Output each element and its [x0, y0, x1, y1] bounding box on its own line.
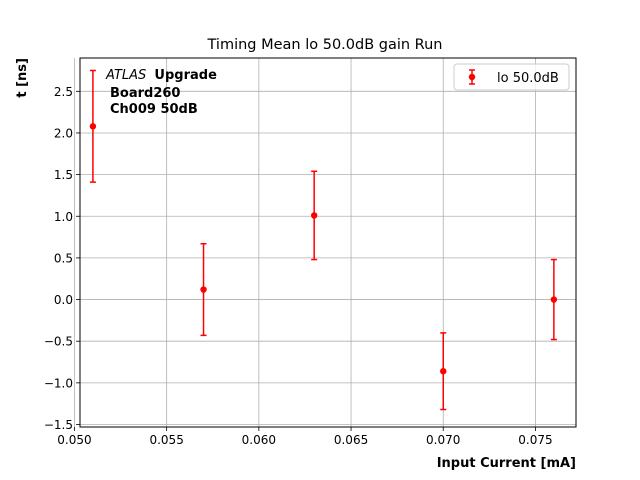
x-tick-label: 0.060 — [242, 433, 276, 447]
y-tick-label: 2.0 — [54, 126, 73, 140]
legend-label: lo 50.0dB — [497, 71, 559, 86]
y-tick-label: 1.0 — [54, 210, 73, 224]
x-axis-label: Input Current [mA] — [437, 456, 576, 471]
legend-marker — [468, 73, 476, 81]
data-point — [440, 367, 447, 375]
legend: lo 50.0dB — [453, 63, 570, 91]
annotation-experiment: ATLAS — [105, 68, 146, 83]
data-series — [89, 69, 558, 411]
data-point — [89, 123, 97, 130]
y-axis-label: t [ns] — [15, 58, 30, 98]
annotation-channel: Ch009 50dB — [110, 102, 198, 117]
x-tick-label: 0.070 — [426, 433, 460, 447]
x-tick-label: 0.075 — [518, 433, 552, 447]
y-tick-label: −1.5 — [44, 418, 73, 432]
x-tick-label: 0.055 — [149, 433, 183, 447]
legend-box — [453, 63, 570, 91]
y-tick-label: 2.5 — [54, 85, 73, 99]
y-tick-label: −1.0 — [44, 376, 73, 390]
x-tick-label: 0.065 — [334, 433, 368, 447]
grid — [74, 58, 576, 427]
data-point — [550, 296, 558, 303]
y-tick-label: 1.5 — [54, 168, 73, 182]
chart-title: Timing Mean lo 50.0dB gain Run — [207, 37, 443, 53]
annotation-tag: Upgrade — [154, 68, 217, 83]
data-point — [200, 286, 207, 293]
plot-frame — [79, 57, 577, 428]
axis-ticks: 0.050 0.055 0.060 0.065 0.070 0.075 −1.5 −1.0 −0… — [44, 85, 553, 447]
atlas-annotation: ATLAS Upgrade Board260 Ch009 50dB — [105, 68, 217, 117]
x-tick-label: 0.050 — [57, 433, 91, 447]
data-point — [310, 212, 318, 219]
y-tick-label: 0.0 — [54, 293, 73, 307]
annotation-board: Board260 — [110, 86, 180, 101]
y-tick-label: −0.5 — [44, 335, 73, 349]
svg-text:ATLAS Upgrade: ATLAS Upgrade — [105, 68, 217, 83]
y-tick-label: 0.5 — [54, 251, 73, 265]
